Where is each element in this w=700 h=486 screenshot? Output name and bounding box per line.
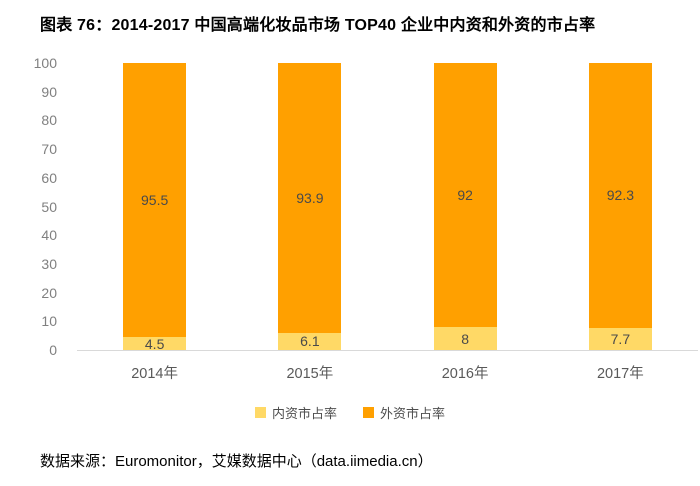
bar-segment: 8 xyxy=(433,327,497,350)
bar-segment: 92 xyxy=(433,63,497,328)
y-tick-label: 80 xyxy=(41,112,57,129)
bar-segment: 92.3 xyxy=(588,63,652,328)
bar-column: 7.7 92.3 xyxy=(543,63,698,350)
bar-column: 6.1 93.9 xyxy=(232,63,387,350)
y-tick-label: 60 xyxy=(41,169,57,186)
bar-segment: 93.9 xyxy=(278,63,342,333)
y-tick-label: 10 xyxy=(41,313,57,330)
stacked-bar: 8 92 xyxy=(433,63,497,350)
stacked-bar: 6.1 93.9 xyxy=(278,63,342,350)
plot-area: 0 10 20 30 40 50 60 70 80 90 100 4.5 95.5 6.1 93.9 8 92… xyxy=(34,56,698,357)
y-tick-label: 20 xyxy=(41,284,57,301)
stacked-bar: 7.7 92.3 xyxy=(588,63,652,350)
y-tick-label: 50 xyxy=(41,198,57,215)
bar-segment: 7.7 xyxy=(588,327,652,350)
x-axis-label: 2017年 xyxy=(596,366,644,382)
y-tick-label: 30 xyxy=(41,255,57,272)
source-note: 数据来源：Euromonitor，艾媒数据中心（data.iimedia.cn） xyxy=(40,453,433,470)
bar-column: 4.5 95.5 xyxy=(77,63,232,352)
bar-segment: 6.1 xyxy=(278,332,342,350)
legend-label: 内资市占率 xyxy=(271,406,337,421)
data-label: 95.5 xyxy=(141,192,169,209)
bar-segment: 95.5 xyxy=(123,63,187,338)
legend-swatch-icon xyxy=(254,407,266,418)
x-axis-label: 2015年 xyxy=(286,366,334,382)
y-tick-label: 0 xyxy=(49,342,57,358)
data-label: 6.1 xyxy=(300,333,320,350)
data-label: 92 xyxy=(457,187,473,204)
bar-segment: 4.5 xyxy=(123,335,187,352)
legend-label: 外资市占率 xyxy=(380,406,446,421)
data-label: 8 xyxy=(461,330,470,347)
legend: 内资市占率 外资市占率 xyxy=(0,403,700,422)
bars-row: 4.5 95.5 6.1 93.9 8 92 7.7 92.3 xyxy=(77,63,698,352)
y-tick-label: 70 xyxy=(41,141,57,158)
chart-title: 图表 76：2014-2017 中国高端化妆品市场 TOP40 企业中内资和外资… xyxy=(40,17,596,34)
legend-item: 内资市占率 xyxy=(254,403,337,422)
x-axis-label: 2016年 xyxy=(441,366,489,382)
data-label: 4.5 xyxy=(144,335,165,352)
y-tick-label: 100 xyxy=(33,55,57,71)
data-label: 93.9 xyxy=(296,189,324,206)
stacked-bar: 4.5 95.5 xyxy=(123,63,187,352)
y-tick-label: 90 xyxy=(41,83,57,100)
bar-column: 8 92 xyxy=(388,63,543,350)
legend-item: 外资市占率 xyxy=(363,403,445,422)
data-label: 92.3 xyxy=(606,187,634,204)
y-tick-label: 40 xyxy=(41,227,57,244)
x-axis-label: 2014年 xyxy=(131,366,178,382)
x-axis-labels: 2014年 2015年 2016年 2017年 xyxy=(77,362,698,383)
data-label: 7.7 xyxy=(610,330,631,347)
legend-swatch-icon xyxy=(363,407,374,418)
